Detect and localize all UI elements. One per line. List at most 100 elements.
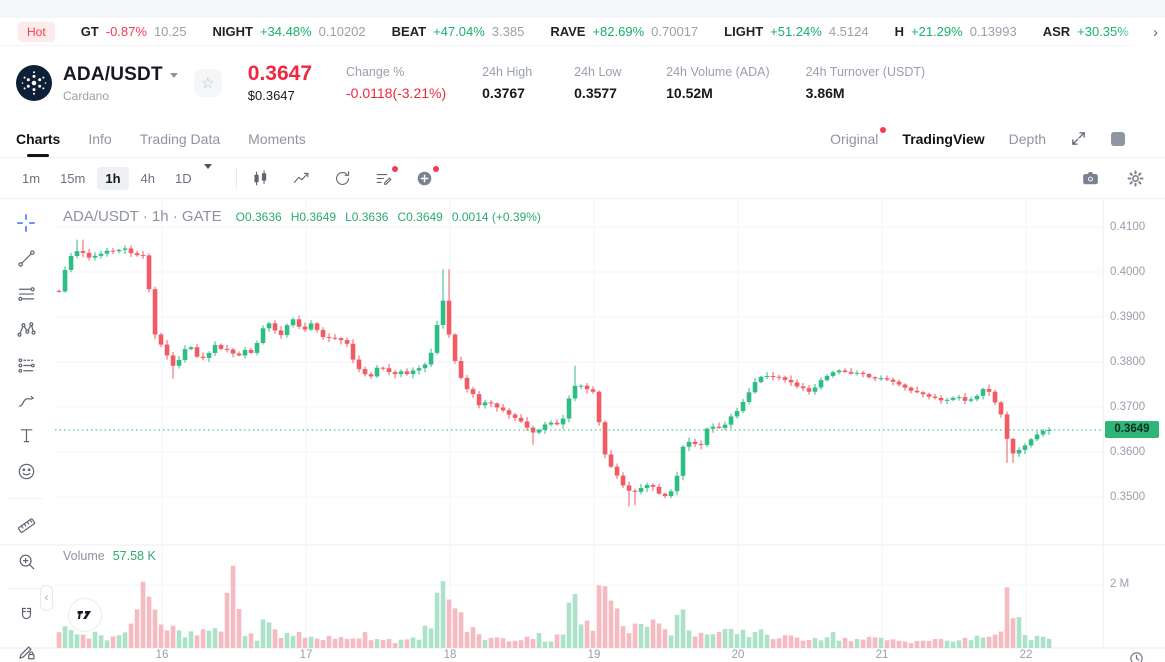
ticker-price: 0.70017 — [651, 24, 699, 39]
ticker-symbol: H — [894, 24, 904, 39]
collapse-pane-handle[interactable]: ‹ — [40, 585, 53, 611]
interval-15m[interactable]: 15m — [60, 170, 86, 186]
chart-toolbar-right — [1081, 169, 1151, 188]
price-tick: 0.3500 — [1110, 490, 1146, 503]
hot-badge[interactable]: Hot — [18, 21, 55, 42]
menu-icon[interactable] — [1149, 133, 1161, 144]
price-tick: 0.3900 — [1110, 310, 1146, 323]
ohlc-c: C0.3649 — [397, 210, 443, 224]
volume-value: 57.58 K — [112, 549, 156, 563]
draw-lock-tool-icon[interactable] — [13, 640, 39, 661]
stat-24h-volume-ada-: 24h Volume (ADA) 10.52M — [666, 65, 770, 101]
view-tab-original[interactable]: Original — [830, 126, 887, 147]
candles-icon[interactable] — [251, 169, 270, 188]
favorite-star-button[interactable]: ☆ — [193, 69, 222, 97]
add-indicator-icon[interactable] — [415, 165, 439, 188]
ohlc-o: O0.3636 — [235, 210, 282, 224]
candlestick-chart[interactable] — [0, 199, 1165, 662]
camera-icon[interactable] — [1081, 169, 1100, 188]
ohlc-h: H0.3649 — [290, 210, 337, 224]
text-tool-icon[interactable] — [13, 425, 39, 446]
ticker-item-light[interactable]: LIGHT +51.24% 4.5124 — [724, 24, 868, 39]
time-tick: 16 — [155, 649, 169, 661]
horizontal-lines-tool-icon[interactable] — [13, 283, 39, 304]
zoom-in-tool-icon[interactable] — [13, 551, 39, 572]
view-tab-depth[interactable]: Depth — [1008, 130, 1046, 147]
indicators-icon[interactable] — [292, 169, 311, 188]
ticker-scroll-right-icon[interactable]: › — [1119, 18, 1165, 46]
ticker-symbol: ASR — [1042, 24, 1071, 39]
time-tick: 22 — [1019, 649, 1033, 661]
price-tick: 0.4100 — [1110, 220, 1146, 233]
tab-charts[interactable]: Charts — [16, 120, 60, 157]
stat-label: 24h High — [482, 65, 533, 79]
stat-24h-high: 24h High 0.3767 — [482, 65, 538, 101]
ticker-change: +82.69% — [592, 24, 645, 39]
fullscreen-icon[interactable] — [1070, 130, 1087, 147]
volume-legend: Volume 57.58 K — [63, 549, 156, 563]
interval-4h[interactable]: 4h — [140, 170, 155, 186]
legend-change: 0.0014 (+0.39%) — [451, 210, 541, 224]
main-tabs: Charts Info Trading Data Moments — [0, 120, 306, 157]
magnet-tool-icon[interactable] — [13, 605, 39, 626]
emoji-tool-icon[interactable] — [13, 461, 39, 482]
tab-info[interactable]: Info — [88, 130, 112, 147]
ohlc-l: L0.3636 — [345, 210, 389, 224]
ticker-symbol: LIGHT — [724, 24, 764, 39]
forecast-tool-icon[interactable] — [13, 354, 39, 375]
price-block: 0.3647 $0.3647 — [247, 63, 312, 104]
ticker-symbol: GT — [80, 24, 99, 39]
tab-trading-data[interactable]: Trading Data — [139, 130, 221, 147]
time-tick: 19 — [587, 649, 601, 661]
ticker-change: +47.04% — [433, 24, 485, 39]
ticker-item-h[interactable]: H +21.29% 0.13993 — [895, 24, 1017, 39]
ticker-item-night[interactable]: NIGHT +34.48% 0.10202 — [213, 24, 366, 39]
drawing-tools-sidebar — [0, 199, 52, 662]
view-tab-tradingview[interactable]: TradingView — [902, 130, 985, 147]
stat-label: 24h Volume (ADA) — [666, 65, 770, 79]
usd-price: $0.3647 — [247, 88, 295, 103]
stat-value: 10.52M — [666, 85, 713, 101]
last-price-badge: 0.3649 — [1105, 421, 1159, 439]
ticker-item-gt[interactable]: GT -0.87% 10.25 — [81, 24, 187, 39]
stat-change-: Change % -0.0118(-3.21%) — [346, 65, 446, 101]
chart-area: ADA/USDT · 1h · GATE O0.3636 H0.3649 L0.36… — [0, 199, 1165, 662]
price-tick: 0.3800 — [1110, 355, 1146, 368]
stat-value: 0.3767 — [482, 85, 525, 101]
pair-selector[interactable]: ADA/USDT Cardano — [63, 64, 178, 103]
crosshair-tool-icon[interactable] — [13, 212, 39, 234]
interval-1m[interactable]: 1m — [22, 170, 41, 186]
time-tick: 21 — [875, 649, 889, 661]
ticker-price: 4.5124 — [828, 24, 869, 39]
volume-axis-tick: 2 M — [1110, 578, 1130, 590]
ticker-price: 3.385 — [491, 24, 525, 39]
interval-dropdown[interactable] — [203, 164, 212, 187]
page-top-strip — [0, 0, 1165, 18]
settings-icon[interactable] — [1126, 169, 1145, 188]
interval-buttons: 1m 15m 1h 4h 1D — [14, 166, 200, 190]
ruler-tool-icon[interactable] — [13, 515, 39, 536]
chevron-down-icon — [169, 73, 178, 78]
ticker-item-beat[interactable]: BEAT +47.04% 3.385 — [392, 24, 525, 39]
trend-line-tool-icon[interactable] — [13, 248, 39, 269]
price-tick: 0.3600 — [1110, 445, 1146, 458]
ticker-item-rave[interactable]: RAVE +82.69% 0.70017 — [550, 24, 698, 39]
notification-dot — [432, 165, 439, 172]
tools-separator — [9, 498, 43, 500]
interval-1h[interactable]: 1h — [97, 166, 129, 190]
clock-icon[interactable] — [1128, 650, 1145, 662]
tab-moments[interactable]: Moments — [248, 130, 306, 147]
refresh-icon[interactable] — [333, 169, 352, 188]
layout-grid-icon[interactable] — [1111, 131, 1125, 146]
stat-label: Change % — [346, 65, 405, 79]
ticker-change: +30.35% — [1077, 24, 1129, 39]
stat-24h-low: 24h Low 0.3577 — [574, 65, 630, 101]
time-tick: 20 — [731, 649, 745, 661]
main-tabs-bar: Charts Info Trading Data Moments Original Tr… — [0, 120, 1165, 158]
interval-1d[interactable]: 1D — [175, 170, 192, 186]
brush-tool-icon[interactable] — [13, 390, 39, 411]
order-list-icon[interactable] — [374, 165, 398, 188]
stat-value: 0.3577 — [574, 85, 617, 101]
xabcd-pattern-tool-icon[interactable] — [13, 319, 39, 340]
notification-dot — [880, 126, 887, 133]
